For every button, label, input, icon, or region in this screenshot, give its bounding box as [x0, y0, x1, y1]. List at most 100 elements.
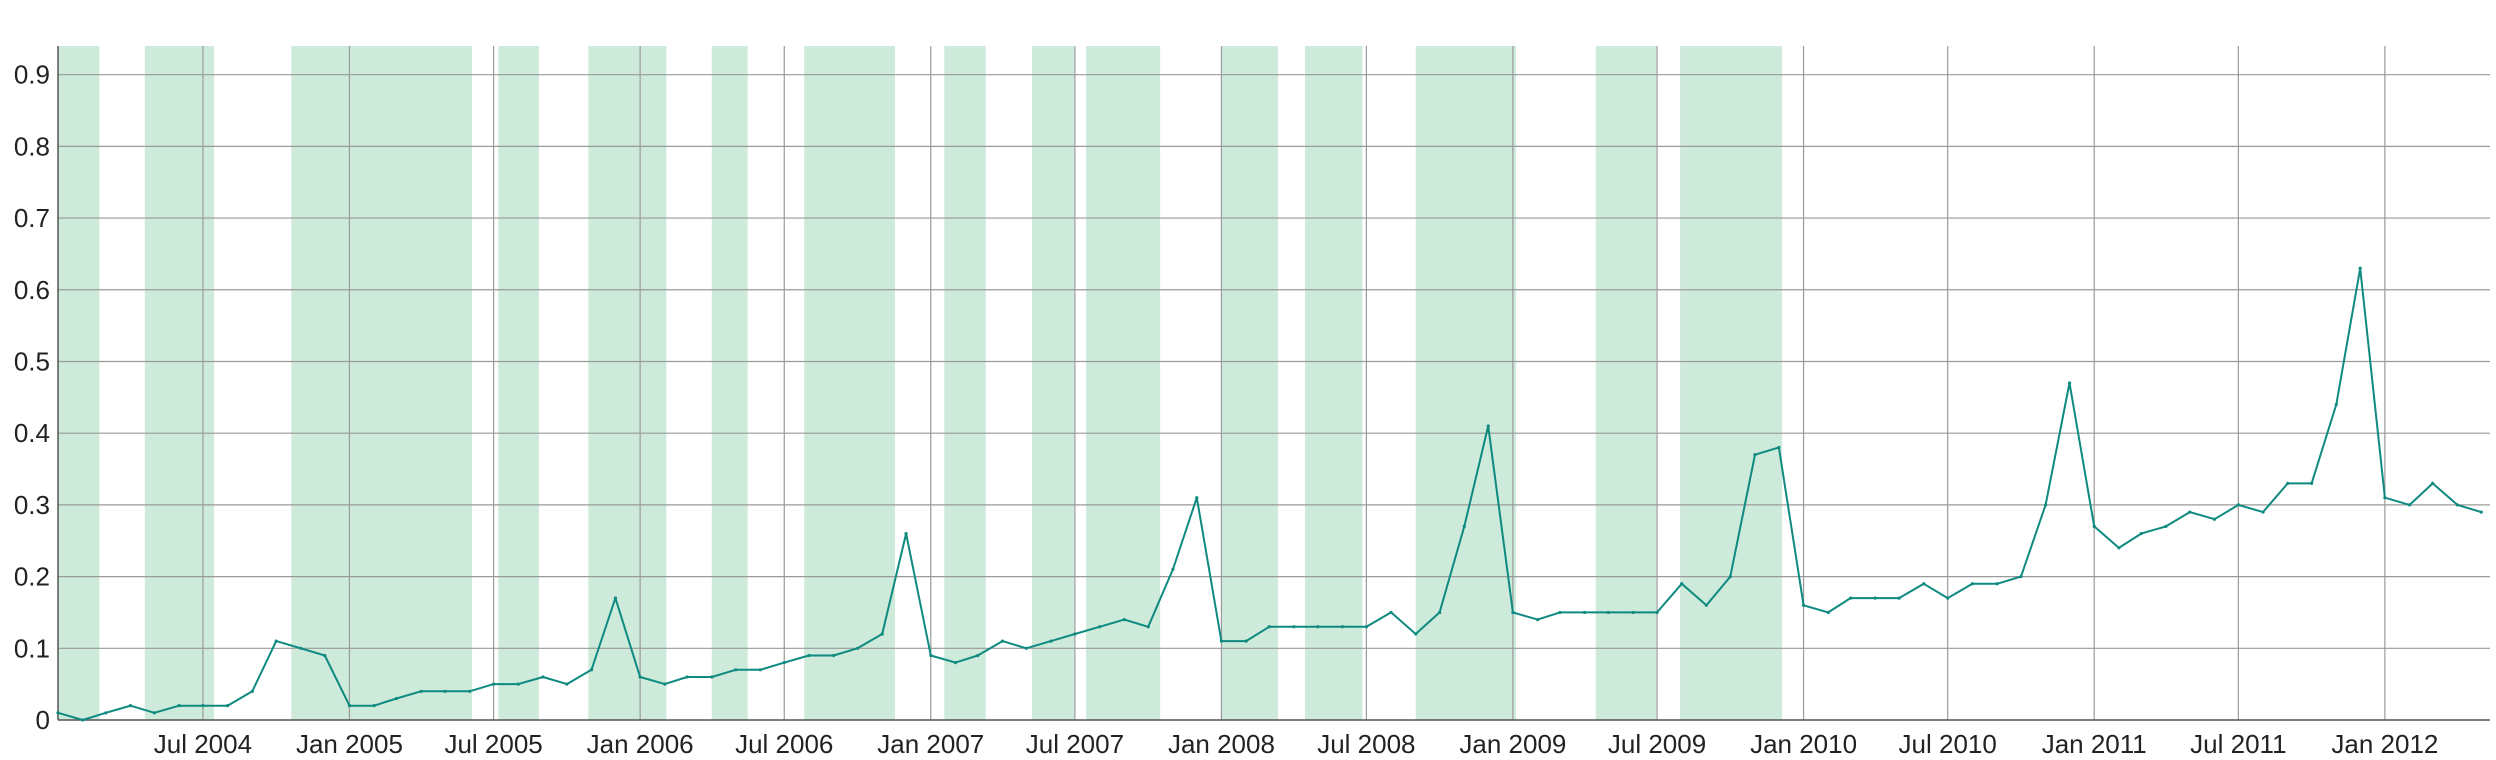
data-point	[443, 689, 447, 693]
data-point	[2092, 524, 2096, 529]
data-point	[1244, 639, 1248, 643]
data-point	[663, 682, 667, 686]
x-tick-label: Jul 2005	[444, 729, 542, 759]
data-point	[2383, 496, 2387, 500]
x-tick-label: Jan 2011	[2042, 729, 2147, 759]
data-point	[1777, 445, 1781, 450]
x-axis-ticks: Jul 2004 Jan 2005 Jul 2005 Jan 2006 Jul 2006…	[154, 729, 2439, 759]
x-tick-label: Jul 2008	[1317, 729, 1415, 759]
data-point	[855, 646, 860, 650]
data-point	[1073, 632, 1077, 636]
data-point	[1340, 625, 1345, 629]
data-point	[929, 653, 933, 658]
data-point	[2334, 402, 2338, 407]
data-point	[1486, 424, 1490, 428]
x-tick-label: Jul 2006	[735, 729, 833, 759]
shaded-band-5	[711, 46, 748, 720]
series-layer	[56, 266, 2483, 722]
data-point	[782, 661, 786, 665]
shaded-band-2	[291, 46, 473, 720]
data-point	[2236, 503, 2240, 507]
data-point	[880, 632, 884, 636]
data-point	[1873, 596, 1877, 600]
y-tick-label: 0.2	[14, 562, 50, 592]
data-point	[1535, 618, 1540, 622]
y-tick-label: 0.3	[14, 490, 50, 520]
y-tick-label: 0.8	[14, 131, 50, 161]
data-point	[1631, 610, 1635, 615]
data-point	[1098, 625, 1102, 629]
data-point	[1049, 639, 1053, 643]
data-point	[299, 646, 303, 650]
data-point	[1897, 596, 1901, 600]
shaded-band-10	[1221, 46, 1278, 720]
x-tick-label: Jan 2009	[1459, 729, 1566, 759]
data-point	[394, 696, 399, 701]
data-point	[976, 653, 980, 658]
data-point	[638, 675, 642, 679]
x-tick-label: Jul 2004	[154, 729, 252, 759]
data-point	[1970, 582, 1974, 586]
data-point	[904, 531, 908, 536]
data-point	[468, 689, 472, 693]
shaded-bands	[58, 46, 1783, 720]
data-point	[2479, 510, 2483, 514]
data-point	[832, 653, 836, 658]
data-point	[2358, 266, 2362, 270]
data-point	[2139, 531, 2143, 536]
data-point	[2455, 503, 2459, 507]
data-point	[1704, 603, 1709, 607]
data-point	[2286, 481, 2290, 485]
x-tick-label: Jan 2010	[1750, 729, 1857, 759]
data-point	[1171, 567, 1175, 572]
data-point	[1606, 610, 1611, 615]
x-tick-label: Jul 2011	[2190, 729, 2286, 759]
data-point	[274, 639, 278, 643]
shaded-band-8	[1031, 46, 1075, 720]
x-tick-label: Jan 2007	[877, 729, 984, 759]
data-point	[1267, 625, 1271, 629]
data-point	[2117, 546, 2121, 550]
data-point	[2188, 510, 2192, 514]
data-point	[1995, 582, 1999, 586]
data-point	[953, 661, 958, 665]
data-point	[1511, 610, 1515, 615]
y-tick-label: 0.5	[14, 346, 50, 376]
data-point	[710, 675, 714, 679]
data-point	[1462, 524, 1466, 529]
x-tick-label: Jul 2007	[1026, 729, 1124, 759]
data-point	[1122, 618, 1126, 622]
data-point	[1024, 646, 1028, 650]
shaded-band-6	[804, 46, 895, 720]
y-tick-label: 0.7	[14, 203, 50, 233]
data-point	[1558, 610, 1562, 615]
x-tick-label: Jul 2009	[1608, 729, 1706, 759]
data-point	[1389, 610, 1393, 615]
shaded-band-0	[58, 46, 100, 720]
data-point	[2212, 517, 2217, 521]
data-point	[734, 668, 738, 672]
shaded-band-4	[588, 46, 667, 720]
x-tick-label: Jan 2008	[1168, 729, 1275, 759]
shaded-band-12	[1415, 46, 1517, 720]
data-point	[491, 682, 496, 686]
data-point	[1753, 453, 1757, 457]
data-point	[2067, 381, 2072, 385]
data-point	[128, 704, 133, 708]
y-tick-label: 0.4	[14, 418, 50, 448]
data-point	[1316, 625, 1320, 629]
data-point	[152, 711, 156, 715]
x-tick-label: Jan 2005	[296, 729, 403, 759]
data-point	[1146, 625, 1150, 629]
y-tick-label: 0.1	[14, 633, 50, 663]
data-point	[201, 704, 205, 708]
data-point	[2407, 503, 2412, 507]
data-point	[1655, 610, 1659, 615]
data-point	[1801, 603, 1806, 607]
x-tick-label: Jan 2012	[2331, 729, 2438, 759]
data-point	[1219, 639, 1224, 643]
data-point	[758, 668, 762, 672]
data-point	[565, 682, 569, 686]
data-point	[2044, 503, 2048, 507]
